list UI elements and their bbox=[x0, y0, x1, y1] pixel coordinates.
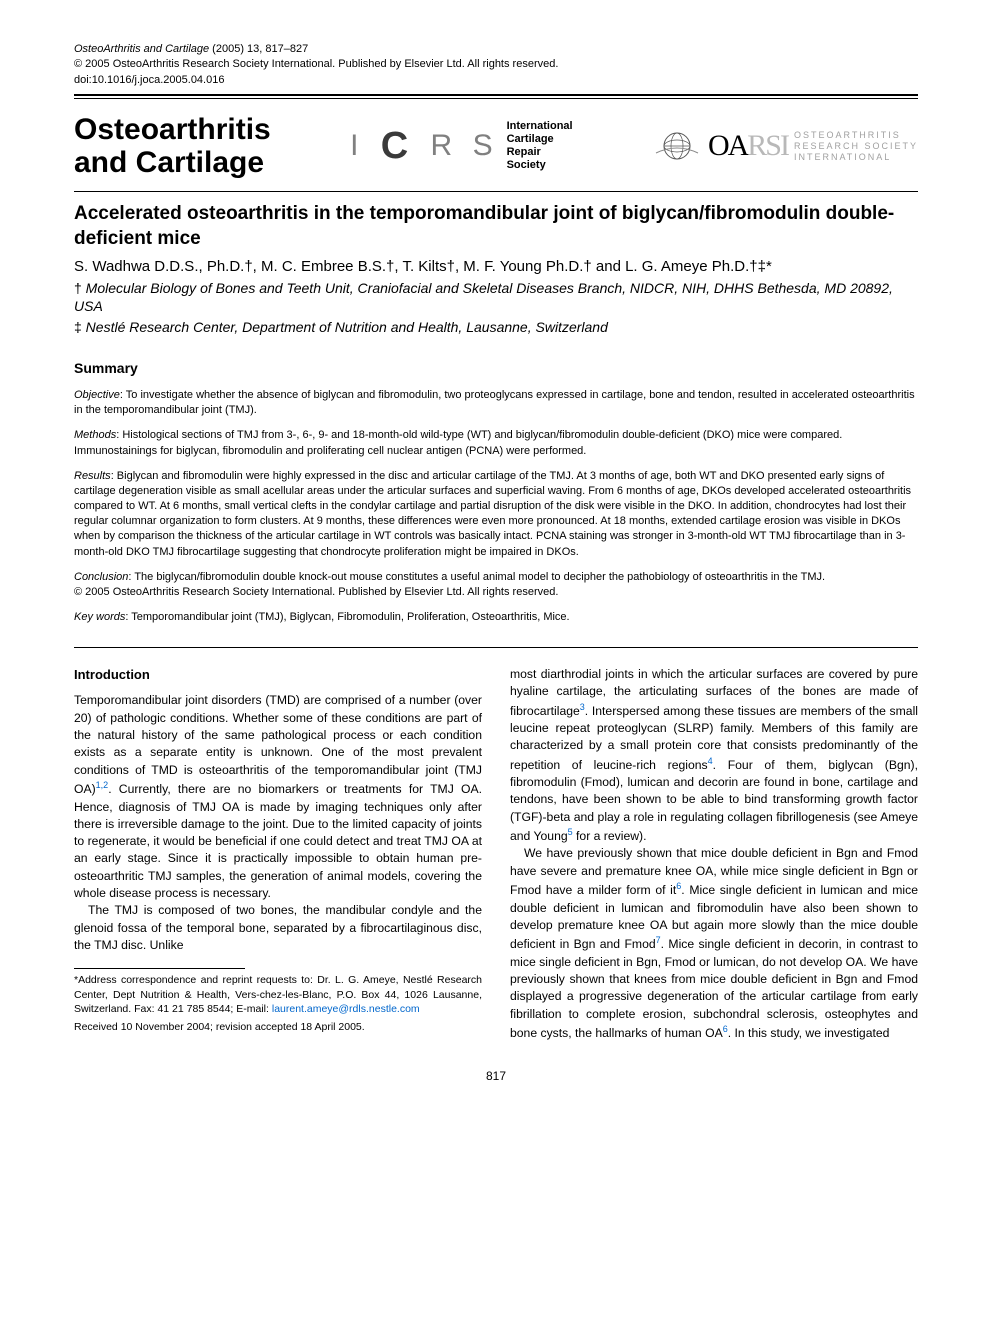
icrs-logo: I C R S International Cartilage Repair S… bbox=[350, 120, 573, 173]
footnote-received: Received 10 November 2004; revision acce… bbox=[74, 1020, 482, 1034]
summary-methods: Methods: Histological sections of TMJ fr… bbox=[74, 428, 918, 458]
article-authors: S. Wadhwa D.D.S., Ph.D.†, M. C. Embree B… bbox=[74, 256, 918, 277]
rule-mid bbox=[74, 647, 918, 648]
journal-meta: OsteoArthritis and Cartilage (2005) 13, … bbox=[74, 42, 918, 88]
keywords: Key words: Temporomandibular joint (TMJ)… bbox=[74, 610, 918, 625]
intro-heading: Introduction bbox=[74, 666, 482, 684]
body-columns: Introduction Temporomandibular joint dis… bbox=[74, 666, 918, 1042]
rule-header-bottom bbox=[74, 191, 918, 192]
journal-logo-line2: and Cartilage bbox=[74, 146, 264, 179]
column-left: Introduction Temporomandibular joint dis… bbox=[74, 666, 482, 1042]
oarsi-mark: OARSI bbox=[708, 126, 788, 167]
journal-name: OsteoArthritis and Cartilage bbox=[74, 43, 209, 55]
globe-icon bbox=[652, 129, 702, 163]
article-title: Accelerated osteoarthritis in the tempor… bbox=[74, 202, 918, 251]
column-right: most diarthrodial joints in which the ar… bbox=[510, 666, 918, 1042]
header-logos-row: Osteoarthritis and Cartilage I C R S Int… bbox=[74, 99, 918, 189]
journal-volume: (2005) 13, 817–827 bbox=[209, 43, 308, 55]
journal-doi: doi:10.1016/j.joca.2005.04.016 bbox=[74, 74, 224, 86]
summary-objective: Objective: To investigate whether the ab… bbox=[74, 388, 918, 418]
ref-1-2[interactable]: 1,2 bbox=[96, 780, 109, 790]
footnote-email-link[interactable]: laurent.ameye@rdls.nestle.com bbox=[272, 1003, 420, 1015]
summary-copyright: © 2005 OsteoArthritis Research Society I… bbox=[74, 586, 558, 598]
affiliation-2: ‡ Nestlé Research Center, Department of … bbox=[74, 318, 918, 337]
affiliation-1: † Molecular Biology of Bones and Teeth U… bbox=[74, 279, 918, 317]
footnote-correspondence: *Address correspondence and reprint requ… bbox=[74, 973, 482, 1016]
icrs-text: International Cartilage Repair Society bbox=[507, 120, 573, 173]
intro-p1: Temporomandibular joint disorders (TMD) … bbox=[74, 692, 482, 902]
page-number: 817 bbox=[74, 1068, 918, 1084]
journal-logo: Osteoarthritis and Cartilage bbox=[74, 113, 271, 179]
icrs-letters: I C R S bbox=[350, 121, 499, 172]
oarsi-text: OSTEOARTHRITIS RESEARCH SOCIETY INTERNAT… bbox=[794, 130, 918, 162]
intro-p2-right: most diarthrodial joints in which the ar… bbox=[510, 666, 918, 845]
footnote-rule bbox=[74, 968, 245, 969]
journal-logo-line1: Osteoarthritis bbox=[74, 113, 271, 146]
rule-top-thick bbox=[74, 94, 918, 96]
intro-p3: We have previously shown that mice doubl… bbox=[510, 845, 918, 1042]
intro-p2-left: The TMJ is composed of two bones, the ma… bbox=[74, 902, 482, 954]
summary-conclusion: Conclusion: The biglycan/fibromodulin do… bbox=[74, 570, 918, 600]
oarsi-logo: OARSI OSTEOARTHRITIS RESEARCH SOCIETY IN… bbox=[652, 126, 918, 167]
summary-heading: Summary bbox=[74, 359, 918, 378]
summary-results: Results: Biglycan and fibromodulin were … bbox=[74, 469, 918, 560]
journal-copyright: © 2005 OsteoArthritis Research Society I… bbox=[74, 58, 558, 70]
